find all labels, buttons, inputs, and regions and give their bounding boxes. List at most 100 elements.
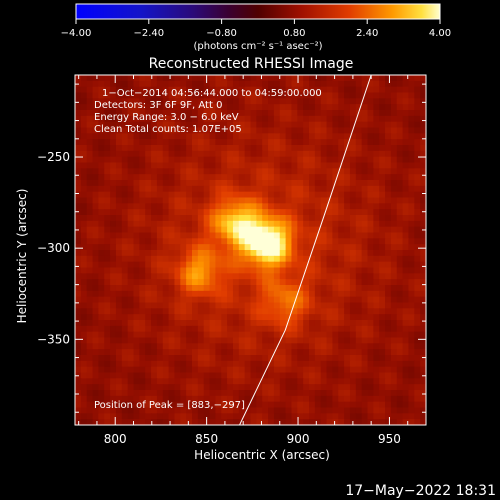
heatmap-cell — [145, 325, 152, 333]
heatmap-cell — [332, 75, 339, 82]
heatmap-cell — [232, 308, 240, 315]
heatmap-cell — [355, 325, 363, 333]
heatmap-cell — [156, 296, 164, 304]
heatmap-cell — [162, 378, 170, 385]
heatmap-cell — [86, 267, 94, 274]
heatmap-cell — [408, 180, 415, 187]
heatmap-cell — [396, 133, 404, 140]
heatmap-cell — [367, 296, 374, 304]
heatmap-cell — [104, 337, 111, 344]
heatmap-cell — [86, 104, 94, 111]
heatmap-cell — [180, 308, 187, 315]
heatmap-cell — [332, 349, 339, 356]
heatmap-cell — [186, 360, 193, 368]
heatmap-cell — [250, 232, 257, 239]
heatmap-cell — [174, 80, 181, 88]
heatmap-cell — [402, 267, 410, 274]
heatmap-cell — [385, 232, 392, 239]
heatmap-cell — [390, 372, 398, 379]
heatmap-cell — [145, 92, 152, 99]
heatmap-cell — [192, 343, 199, 350]
heatmap-cell — [326, 191, 333, 199]
heatmap-cell — [344, 261, 351, 269]
heatmap-cell — [355, 232, 363, 239]
heatmap-cell — [361, 296, 369, 304]
heatmap-cell — [396, 121, 404, 129]
heatmap-cell — [86, 296, 94, 304]
heatmap-cell — [162, 407, 170, 414]
heatmap-cell — [390, 162, 398, 169]
heatmap-cell — [379, 75, 386, 82]
heatmap-cell — [332, 366, 339, 374]
heatmap-cell — [80, 115, 88, 123]
solar-limb-line — [239, 75, 372, 425]
heatmap-cell — [180, 110, 187, 117]
heatmap-cell — [186, 320, 193, 327]
heatmap-cell — [92, 86, 99, 94]
heatmap-cell — [338, 320, 345, 327]
heatmap-cell — [98, 191, 105, 199]
heatmap-cell — [379, 279, 386, 286]
heatmap-cell — [180, 413, 187, 420]
heatmap-cell — [162, 290, 170, 298]
heatmap-cell — [420, 174, 426, 181]
heatmap-cell — [244, 168, 252, 175]
heatmap-cell — [92, 98, 99, 105]
heatmap-cell — [367, 325, 374, 333]
heatmap-cell — [192, 419, 199, 425]
heatmap-cell — [192, 220, 199, 228]
heatmap-cell — [186, 279, 193, 286]
heatmap-cell — [303, 145, 310, 152]
heatmap-cell — [186, 110, 193, 117]
heatmap-cell — [279, 360, 287, 368]
heatmap-cell — [186, 390, 193, 397]
heatmap-cell — [279, 273, 287, 280]
heatmap-cell — [314, 314, 322, 321]
heatmap-cell — [297, 407, 304, 414]
heatmap-cell — [285, 139, 293, 146]
heatmap-cell — [197, 226, 205, 234]
heatmap-cell — [408, 331, 415, 339]
heatmap-cell — [285, 401, 293, 409]
heatmap-cell — [244, 215, 252, 222]
heatmap-cell — [273, 413, 281, 420]
heatmap-cell — [156, 232, 164, 239]
heatmap-cell — [391, 425, 397, 431]
heatmap-cell — [221, 314, 228, 321]
heatmap-cell — [320, 174, 328, 181]
heatmap-cell — [203, 349, 211, 356]
heatmap-cell — [197, 104, 205, 111]
heatmap-cell — [414, 197, 421, 204]
heatmap-cell — [338, 168, 345, 175]
heatmap-cell — [215, 314, 222, 321]
heatmap-cell — [379, 121, 386, 129]
heatmap-cell — [285, 308, 293, 315]
heatmap-cell — [86, 75, 94, 82]
heatmap-cell — [344, 156, 351, 164]
heatmap-cell — [238, 150, 246, 158]
heatmap-cell — [309, 115, 316, 123]
heatmap-cell — [192, 267, 199, 274]
heatmap-cell — [355, 314, 363, 321]
heatmap-cell — [139, 191, 146, 199]
heatmap-cell — [291, 168, 298, 175]
heatmap-cell — [355, 104, 363, 111]
heatmap-cell — [238, 331, 246, 339]
heatmap-cell — [349, 110, 357, 117]
heatmap-cell — [262, 203, 269, 210]
heatmap-cell — [133, 413, 140, 420]
heatmap-cell — [151, 133, 158, 140]
heatmap-cell — [115, 273, 123, 280]
heatmap-cell — [250, 255, 257, 263]
heatmap-cell — [338, 273, 345, 280]
heatmap-cell — [361, 115, 369, 123]
heatmap-cell — [139, 296, 146, 304]
heatmap-cell — [262, 156, 269, 164]
heatmap-cell — [151, 174, 158, 181]
heatmap-cell — [373, 174, 380, 181]
heatmap-cell — [127, 121, 135, 129]
heatmap-cell — [174, 226, 181, 234]
heatmap-cell — [139, 209, 146, 216]
heatmap-cell — [268, 121, 275, 129]
heatmap-cell — [151, 185, 158, 193]
